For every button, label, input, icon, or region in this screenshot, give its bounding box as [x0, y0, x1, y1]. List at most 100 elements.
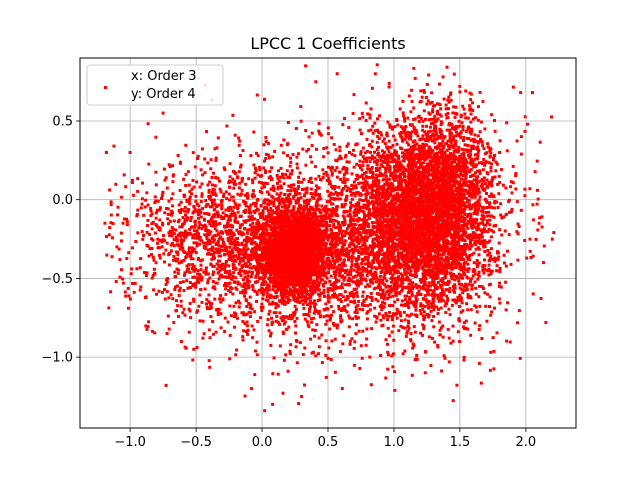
data-point: [260, 246, 264, 250]
data-point: [395, 150, 398, 154]
data-point: [331, 232, 335, 236]
data-point: [264, 152, 268, 156]
data-point: [304, 255, 308, 258]
data-point: [362, 250, 366, 254]
data-point: [284, 353, 288, 357]
data-point: [327, 346, 331, 350]
data-point: [307, 310, 311, 314]
data-point: [246, 332, 250, 336]
data-point: [264, 280, 268, 284]
data-point: [288, 265, 292, 269]
data-point: [390, 314, 394, 318]
data-point: [251, 288, 255, 292]
data-point: [261, 235, 264, 239]
data-point: [266, 233, 270, 237]
data-point: [476, 169, 480, 173]
data-point: [458, 293, 462, 297]
data-point: [264, 221, 268, 225]
data-point: [489, 350, 493, 354]
data-point: [259, 204, 263, 208]
data-point: [324, 271, 328, 275]
data-point: [257, 259, 261, 263]
data-point: [330, 173, 334, 177]
data-point: [328, 318, 332, 322]
data-point: [427, 299, 431, 303]
data-point: [343, 239, 347, 243]
data-point: [288, 263, 292, 267]
data-point: [354, 315, 358, 319]
data-point: [309, 192, 313, 195]
data-point: [470, 284, 474, 288]
data-point: [400, 263, 404, 267]
data-point: [379, 318, 383, 322]
data-point: [279, 293, 283, 297]
data-point: [300, 230, 304, 234]
data-point: [324, 231, 328, 235]
data-point: [250, 230, 254, 234]
data-point: [229, 238, 233, 242]
data-point: [265, 238, 269, 242]
data-point: [325, 276, 329, 280]
data-point: [274, 311, 278, 315]
data-point: [247, 279, 251, 283]
data-point: [276, 177, 280, 181]
data-point: [267, 240, 271, 244]
data-point: [245, 324, 249, 328]
data-point: [333, 232, 337, 235]
data-point: [261, 267, 264, 271]
data-point: [480, 285, 484, 289]
data-point: [264, 249, 268, 253]
data-point: [314, 188, 318, 192]
data-point: [321, 282, 325, 286]
data-point: [325, 307, 329, 311]
data-point: [294, 239, 297, 243]
data-point: [318, 268, 322, 272]
data-point: [374, 207, 378, 211]
data-point: [336, 243, 339, 247]
data-point: [303, 300, 307, 304]
data-point: [499, 168, 503, 171]
data-point: [264, 215, 268, 219]
data-point: [283, 229, 287, 233]
data-point: [279, 254, 283, 258]
data-point: [329, 358, 333, 361]
data-point: [270, 323, 274, 326]
data-point: [228, 273, 231, 277]
data-point: [472, 178, 476, 182]
data-point: [289, 314, 292, 317]
data-point: [236, 257, 240, 261]
data-point: [269, 277, 273, 281]
data-point: [228, 357, 232, 361]
data-point: [375, 230, 379, 234]
data-point: [403, 117, 406, 121]
data-point: [217, 254, 221, 258]
data-point: [314, 190, 318, 194]
data-point: [312, 316, 316, 320]
data-point: [284, 271, 288, 275]
data-point: [296, 291, 300, 295]
data-point: [488, 295, 492, 299]
data-point: [294, 201, 298, 205]
data-point: [216, 310, 220, 314]
data-point: [251, 336, 255, 340]
data-point: [460, 121, 464, 125]
data-point: [280, 299, 284, 303]
data-point: [335, 226, 339, 229]
data-point: [487, 263, 491, 267]
data-point: [302, 280, 306, 284]
data-point: [387, 334, 391, 338]
data-point: [310, 206, 314, 210]
data-point: [267, 192, 271, 196]
data-point: [330, 214, 334, 218]
data-point: [316, 268, 320, 272]
data-point: [446, 299, 450, 303]
data-point: [306, 283, 310, 287]
data-point: [298, 285, 302, 289]
data-points: [103, 63, 556, 413]
data-point: [365, 181, 369, 185]
data-point: [310, 247, 313, 251]
data-point: [350, 263, 354, 267]
data-point: [261, 215, 265, 219]
data-point: [240, 223, 244, 227]
data-point: [297, 175, 301, 179]
